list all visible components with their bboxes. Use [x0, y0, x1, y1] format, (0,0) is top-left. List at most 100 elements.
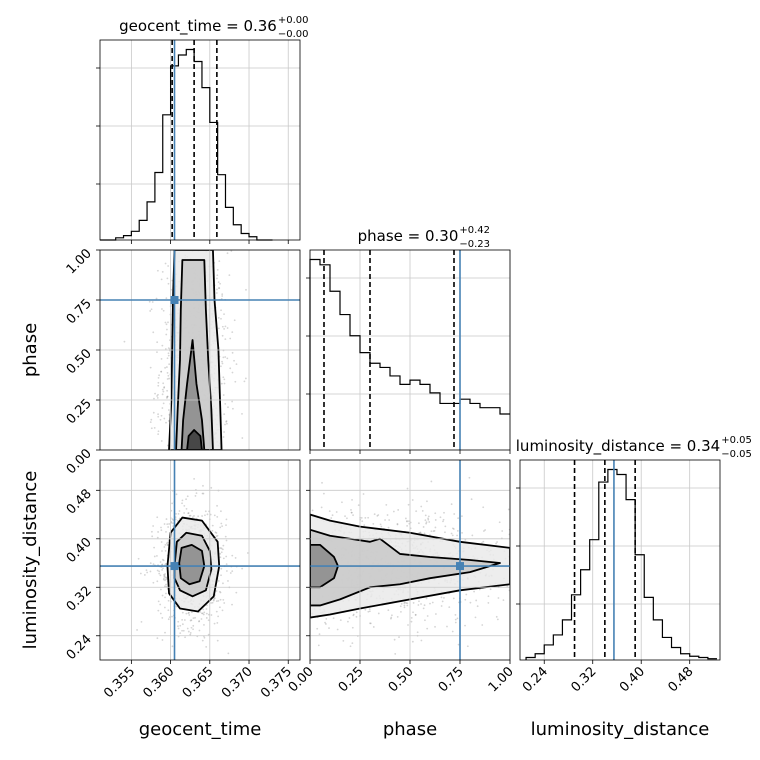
sample-point: [185, 507, 188, 510]
contour-line-2: [180, 339, 206, 450]
sample-point: [215, 610, 218, 613]
sample-point: [230, 250, 233, 252]
sample-point: [166, 544, 169, 546]
sample-point: [223, 413, 226, 416]
sample-point: [157, 393, 159, 396]
sample-point: [207, 633, 210, 636]
sample-point: [165, 576, 168, 579]
sample-point: [222, 376, 225, 379]
sample-point: [481, 542, 483, 544]
sample-point: [425, 521, 428, 524]
sample-point: [387, 526, 390, 529]
y-tick-label: 0.48: [64, 487, 95, 518]
sample-point: [426, 615, 429, 617]
sample-point: [157, 384, 160, 387]
sample-point: [228, 274, 231, 277]
sample-point: [181, 502, 183, 505]
sample-point: [456, 529, 459, 532]
sample-point: [157, 430, 160, 433]
sample-point: [166, 371, 169, 374]
sample-point: [224, 423, 226, 426]
sample-point: [406, 604, 409, 607]
panel-title-sup: +0.42: [459, 225, 490, 236]
sample-point: [461, 532, 463, 534]
sample-point: [215, 292, 218, 294]
histogram-panel-luminosity_distance: luminosity_distance = 0.34 +0.05 −0.05: [516, 435, 752, 661]
sample-point: [164, 549, 167, 552]
sample-point: [227, 406, 229, 409]
sample-point: [355, 615, 358, 618]
sample-point: [163, 606, 166, 609]
sample-point: [225, 420, 228, 422]
sample-point: [163, 573, 165, 576]
sample-point: [202, 608, 205, 611]
sample-point: [157, 413, 159, 416]
sample-point: [189, 632, 192, 634]
sample-point: [217, 615, 220, 618]
sample-point: [159, 612, 162, 615]
sample-point: [321, 481, 323, 484]
sample-point: [456, 617, 459, 620]
sample-point: [159, 418, 162, 421]
sample-point: [410, 616, 413, 619]
axes-frame: [519, 459, 721, 661]
sample-point: [324, 621, 326, 624]
sample-point: [372, 626, 375, 628]
sample-point: [203, 624, 205, 626]
sample-point: [189, 619, 192, 622]
sample-point: [159, 574, 162, 577]
sample-point: [222, 557, 225, 560]
sample-point: [164, 321, 167, 324]
sample-point: [398, 636, 400, 638]
sample-point: [155, 297, 158, 300]
sample-point: [210, 602, 212, 604]
sample-point: [168, 377, 171, 380]
sample-point: [243, 380, 246, 383]
sample-point: [364, 608, 367, 611]
sample-point: [223, 378, 226, 381]
sample-point: [203, 611, 206, 614]
sample-point: [167, 618, 170, 621]
sample-point: [215, 600, 218, 603]
sample-point: [161, 388, 164, 391]
sample-point: [350, 511, 353, 514]
sample-point: [164, 562, 167, 565]
sample-point: [468, 476, 471, 479]
sample-point: [426, 500, 428, 503]
sample-point: [165, 366, 168, 368]
sample-point: [221, 293, 224, 296]
sample-point: [168, 523, 171, 525]
sample-point: [166, 277, 169, 280]
sample-point: [175, 493, 178, 496]
sample-point: [360, 516, 363, 519]
sample-point: [175, 512, 177, 515]
sample-point: [192, 628, 194, 631]
sample-point: [176, 519, 179, 522]
sample-point: [226, 327, 229, 329]
sample-point: [377, 514, 380, 516]
sample-point: [197, 515, 200, 518]
sample-point: [421, 510, 424, 512]
sample-point: [165, 421, 167, 424]
sample-point: [373, 513, 376, 516]
sample-point: [350, 511, 353, 514]
sample-point: [217, 281, 220, 284]
scatter-panel-geocent_time-phase: [99, 249, 301, 451]
sample-point: [164, 579, 166, 582]
sample-point: [160, 370, 163, 373]
sample-point: [210, 614, 213, 616]
panel-title-luminosity_distance: luminosity_distance = 0.34: [516, 437, 720, 456]
sample-point: [246, 552, 249, 554]
sample-point: [199, 611, 202, 613]
x-tick-label: 0.355: [101, 664, 138, 701]
sample-point: [193, 515, 195, 517]
sample-point: [502, 599, 505, 602]
sample-point: [407, 624, 409, 626]
sample-point: [339, 619, 342, 622]
sample-point: [317, 644, 320, 647]
sample-point: [355, 611, 358, 614]
sample-point: [216, 288, 218, 291]
sample-point: [166, 395, 169, 398]
sample-point: [384, 519, 386, 521]
